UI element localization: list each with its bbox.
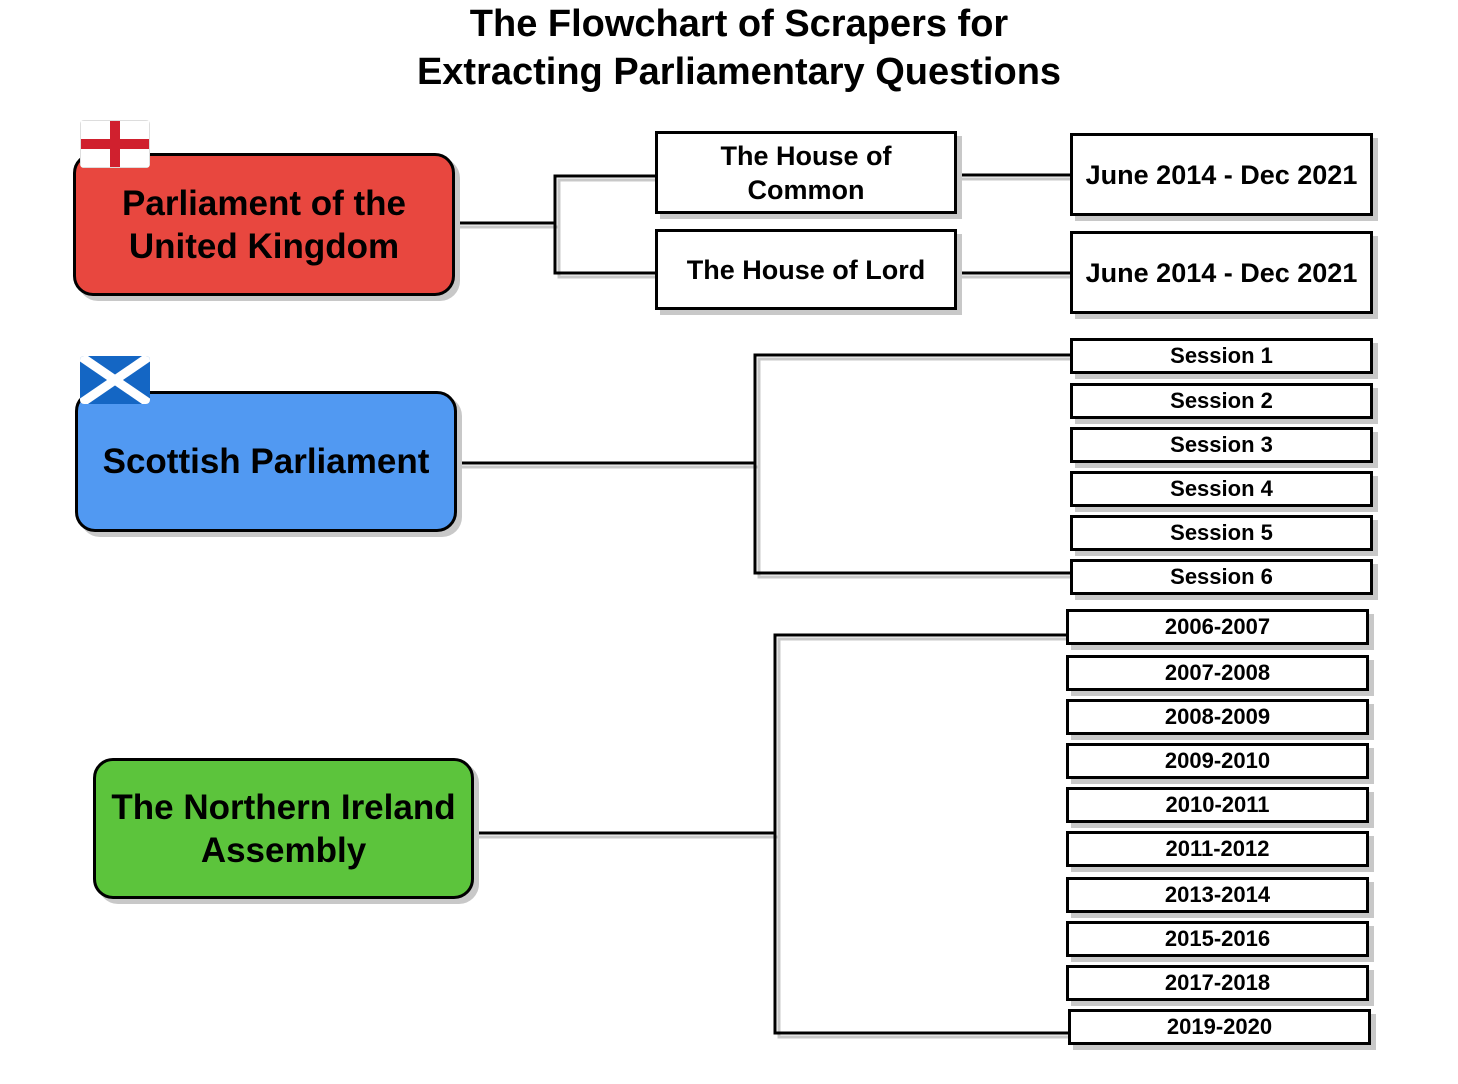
commons-date-range-box: June 2014 - Dec 2021: [1070, 133, 1373, 216]
session-box: Session 4: [1070, 471, 1373, 507]
year-box: 2011-2012: [1066, 831, 1369, 867]
session-box: Session 5: [1070, 515, 1373, 551]
ni-assembly-label: The Northern Ireland Assembly: [111, 787, 456, 870]
england-flag-icon: [80, 120, 150, 168]
scotland-flag-icon: [80, 356, 150, 404]
year-label: 2010-2011: [1165, 792, 1270, 817]
year-label: 2017-2018: [1164, 970, 1271, 995]
uk-to-lords-line: [553, 223, 655, 275]
session-box: Session 2: [1070, 383, 1373, 419]
house-of-lords-box: The House of Lord: [655, 229, 957, 310]
scotland-bracket-line: [753, 353, 1070, 575]
ni-assembly-node: The Northern Ireland Assembly: [93, 758, 474, 899]
session-label: Session 4: [1170, 476, 1273, 501]
year-box: 2015-2016: [1066, 921, 1369, 957]
year-label: 2006-2007: [1164, 614, 1271, 639]
year-label: 2013-2014: [1164, 882, 1271, 907]
year-label: 2015-2016: [1164, 926, 1271, 951]
session-box: Session 3: [1070, 427, 1373, 463]
title-line-2: Extracting Parliamentary Questions: [416, 51, 1062, 93]
uk-parliament-node: Parliament of the United Kingdom: [73, 153, 455, 296]
year-label: 2019-2020: [1166, 1014, 1273, 1039]
year-label: 2008-2009: [1164, 704, 1271, 729]
house-of-lords-label: The House of Lord: [686, 254, 926, 285]
year-box: 2019-2020: [1068, 1009, 1371, 1045]
session-label: Session 6: [1170, 564, 1273, 589]
scottish-parliament-node: Scottish Parliament: [75, 391, 457, 532]
year-label: 2009-2010: [1164, 748, 1271, 773]
uk-parliament-label: Parliament of the United Kingdom: [122, 183, 406, 266]
commons-date-range: June 2014 - Dec 2021: [1085, 159, 1358, 190]
diagram-title: The Flowchart of Scrapers for Extracting…: [0, 0, 1458, 96]
year-label: 2011-2012: [1165, 836, 1270, 861]
year-box: 2009-2010: [1066, 743, 1369, 779]
year-box: 2008-2009: [1066, 699, 1369, 735]
session-box: Session 6: [1070, 559, 1373, 595]
house-of-commons-box: The House of Common: [655, 131, 957, 214]
year-label: 2007-2008: [1164, 660, 1271, 685]
session-label: Session 1: [1170, 343, 1273, 368]
scottish-parliament-label: Scottish Parliament: [102, 442, 430, 481]
lords-date-range-box: June 2014 - Dec 2021: [1070, 231, 1373, 314]
year-box: 2013-2014: [1066, 877, 1369, 913]
title-line-1: The Flowchart of Scrapers for: [469, 3, 1009, 45]
year-box: 2010-2011: [1066, 787, 1369, 823]
session-label: Session 5: [1170, 520, 1273, 545]
lords-date-range: June 2014 - Dec 2021: [1085, 257, 1358, 288]
year-box: 2006-2007: [1066, 609, 1369, 645]
house-of-commons-label: The House of Common: [720, 140, 892, 205]
year-box: 2007-2008: [1066, 655, 1369, 691]
uk-to-commons-line: [455, 174, 655, 225]
session-box: Session 1: [1070, 338, 1373, 374]
ni-bracket-line: [773, 633, 1068, 1035]
session-label: Session 3: [1170, 432, 1273, 457]
year-box: 2017-2018: [1066, 965, 1369, 1001]
session-label: Session 2: [1170, 388, 1273, 413]
